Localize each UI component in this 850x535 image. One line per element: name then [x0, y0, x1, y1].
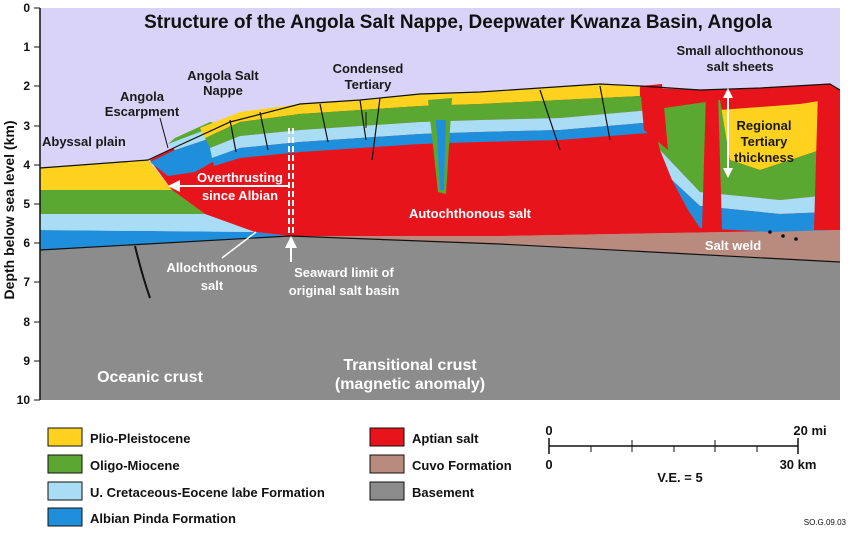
- allochthonous-blue-wedge: [150, 140, 225, 176]
- label-regional-3: thickness: [734, 150, 794, 165]
- salt-weld-dot-2: [781, 234, 785, 238]
- label-regional-1: Regional: [737, 118, 792, 133]
- scale-top-start: 0: [545, 423, 552, 438]
- label-condensed-2: Tertiary: [345, 77, 392, 92]
- nappe-ucret-roof: [210, 110, 655, 158]
- seaward-limit-arrow: [285, 236, 297, 262]
- oceanic-fault: [134, 245, 151, 299]
- nappe-albian-roof: [212, 122, 660, 166]
- y-tick-8: 8: [23, 315, 30, 329]
- y-tick-4: 4: [23, 158, 30, 172]
- label-seaward-2: original salt basin: [289, 283, 400, 298]
- legend-swatch-ucret: [47, 481, 83, 501]
- salt-weld-dot-3: [794, 237, 798, 241]
- legend-label-albian: Albian Pinda Formation: [90, 511, 236, 526]
- label-condensed-1: Condensed: [333, 61, 404, 76]
- cuvo-formation-layer: [290, 230, 840, 262]
- label-escarpment-2: Escarpment: [105, 104, 180, 119]
- figure-title: Structure of the Angola Salt Nappe, Deep…: [144, 12, 772, 33]
- y-tick-6: 6: [23, 236, 30, 250]
- y-axis-label: Depth below sea level (km): [1, 121, 17, 300]
- withdrawal-trough-core: [436, 120, 446, 190]
- scale-bottom-start: 0: [545, 457, 552, 472]
- regional-thickness-arrow: [723, 88, 733, 178]
- nappe-plio-roof: [200, 84, 640, 138]
- label-oceanic-crust: Oceanic crust: [97, 369, 204, 386]
- allochthonous-pointer: [221, 231, 257, 259]
- salt-diapir-2: [814, 90, 834, 230]
- nappe-fault-lines: [229, 85, 611, 161]
- salt-diapir-3: [640, 84, 668, 150]
- legend-label-basement: Basement: [412, 485, 475, 500]
- figure-reference: SO.G.09.03: [804, 518, 847, 527]
- y-tick-3: 3: [23, 119, 30, 133]
- salt-weld-dot-1: [768, 230, 772, 234]
- abyssal-plio-layer: [40, 160, 172, 190]
- minibasin-plio: [720, 100, 826, 170]
- legend-label-oligo: Oligo-Miocene: [90, 458, 180, 473]
- label-escarpment-1: Angola: [120, 89, 165, 104]
- label-seaward-1: Seaward limit of: [294, 265, 394, 280]
- legend-swatch-oligo: [47, 454, 83, 474]
- y-tick-0: 0: [23, 1, 30, 15]
- scale-bar: 0 20 mi 0 30 km V.E. = 5: [545, 423, 826, 485]
- y-tick-10: 10: [17, 393, 31, 407]
- y-tick-1: 1: [23, 40, 30, 54]
- label-abyssal-plain: Abyssal plain: [42, 134, 126, 149]
- scale-top-end: 20 mi: [793, 423, 826, 438]
- nappe-oligo-roof: [205, 96, 650, 148]
- y-tick-labels: 0 1 2 3 4 5 6 7 8 9 10: [17, 1, 31, 407]
- y-tick-2: 2: [23, 79, 30, 93]
- y-axis-ticks: [34, 7, 40, 401]
- label-allochthonous-2: salt: [201, 278, 224, 293]
- legend-swatch-basement: [369, 481, 405, 501]
- escarpment-pointer: [159, 117, 169, 149]
- label-overthrusting-2: since Albian: [202, 188, 278, 203]
- label-allochthonous-1: Allochthonous: [167, 260, 258, 275]
- abyssal-oligo-layer: [40, 190, 205, 214]
- abyssal-ucret-layer: [40, 214, 255, 232]
- basement-layer: [40, 236, 840, 400]
- abyssal-albian-layer: [40, 230, 290, 250]
- label-salt-nappe-1: Angola Salt: [187, 68, 259, 83]
- legend-label-salt: Aptian salt: [412, 431, 479, 446]
- minibasin-oligo: [650, 100, 830, 200]
- label-autochthonous: Autochthonous salt: [409, 206, 532, 221]
- label-salt-nappe-2: Nappe: [203, 83, 243, 98]
- legend: Plio-Pleistocene Oligo-Miocene U. Cretac…: [47, 427, 512, 527]
- y-tick-7: 7: [23, 275, 30, 289]
- label-regional-2: Tertiary: [741, 134, 788, 149]
- label-transitional-1: Transitional crust: [343, 357, 477, 374]
- scale-bottom-end: 30 km: [780, 457, 817, 472]
- base-salt-line: [39, 235, 841, 263]
- legend-swatch-plio: [47, 427, 83, 447]
- overthrust-arrow: [168, 180, 290, 192]
- minibasin-ucret: [660, 150, 830, 214]
- salt-diapir-1: [702, 92, 722, 230]
- label-transitional-2: (magnetic anomaly): [335, 376, 485, 393]
- legend-swatch-cuvo: [369, 454, 405, 474]
- legend-label-cuvo: Cuvo Formation: [412, 458, 512, 473]
- y-tick-5: 5: [23, 197, 30, 211]
- legend-swatch-salt: [369, 427, 405, 447]
- legend-label-plio: Plio-Pleistocene: [90, 431, 190, 446]
- sea-floor-line: [39, 83, 841, 169]
- label-overthrusting-1: Overthrusting: [197, 170, 283, 185]
- y-tick-9: 9: [23, 354, 30, 368]
- legend-swatch-albian: [47, 507, 83, 527]
- label-small-sheets-1: Small allochthonous: [676, 43, 803, 58]
- label-small-sheets-2: salt sheets: [706, 59, 773, 74]
- scale-ve: V.E. = 5: [657, 470, 702, 485]
- legend-label-ucret: U. Cretaceous-Eocene labe Formation: [90, 485, 325, 500]
- label-salt-weld: Salt weld: [705, 238, 761, 253]
